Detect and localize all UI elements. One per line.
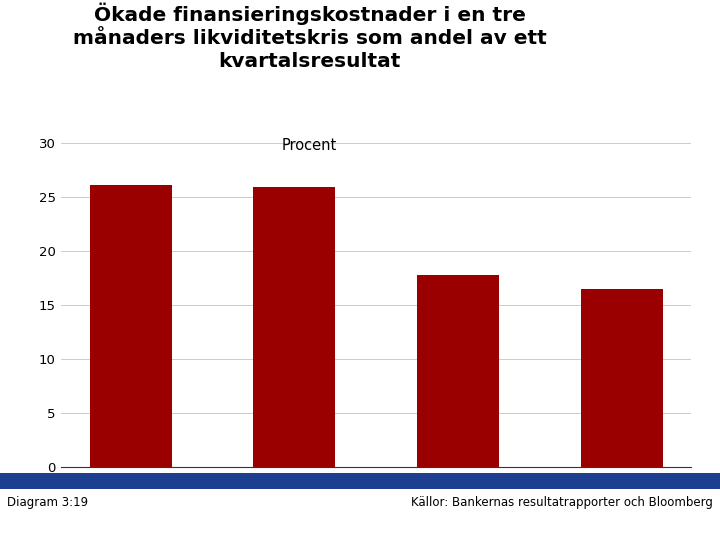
- Text: Ökade finansieringskostnader i en tre
månaders likviditetskris som andel av ett
: Ökade finansieringskostnader i en tre må…: [73, 3, 546, 71]
- Text: Källor: Bankernas resultatrapporter och Bloomberg: Källor: Bankernas resultatrapporter och …: [411, 496, 713, 509]
- Text: Diagram 3:19: Diagram 3:19: [7, 496, 89, 509]
- Bar: [253, 187, 336, 467]
- Bar: [581, 289, 662, 467]
- Bar: [90, 185, 171, 467]
- Text: Procent: Procent: [282, 138, 337, 153]
- Bar: [417, 275, 499, 467]
